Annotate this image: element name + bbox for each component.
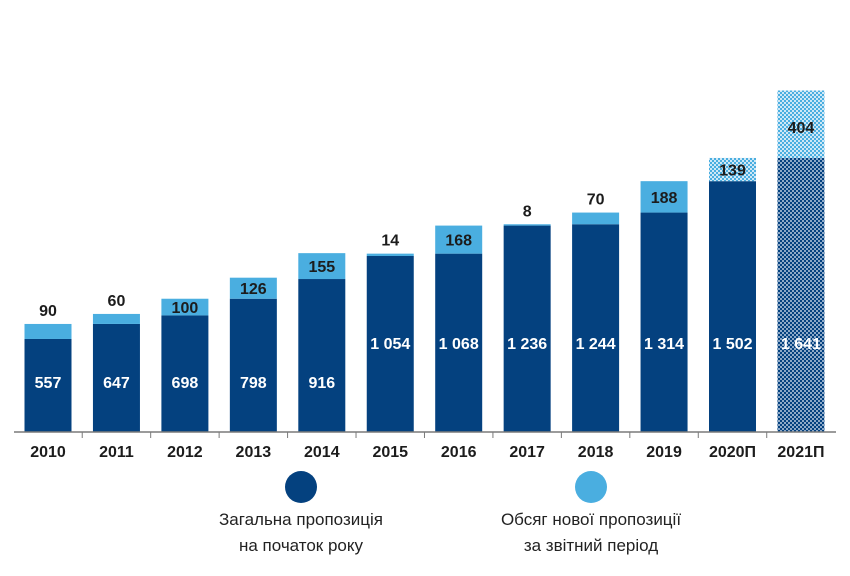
bar-added — [709, 157, 756, 182]
added-value-label: 100 — [172, 300, 199, 317]
legend-added-label-line2: за звітний період — [524, 536, 658, 555]
x-tick-label: 2014 — [304, 444, 340, 461]
bar-added — [503, 224, 551, 226]
legend-added-label-line1: Обсяг нової пропозиції — [501, 510, 681, 529]
added-value-label: 188 — [651, 190, 678, 207]
bar-added — [777, 90, 825, 158]
x-tick-label: 2015 — [372, 444, 408, 461]
added-value-label: 60 — [108, 293, 126, 310]
x-tick-label: 2019 — [646, 444, 682, 461]
bar-added — [298, 253, 346, 280]
bar-base — [777, 157, 825, 432]
legend: Загальна пропозиція на початок року Обся… — [219, 471, 681, 555]
added-value-label: 155 — [308, 259, 335, 276]
bar-added — [92, 313, 140, 324]
bar-base — [640, 212, 688, 432]
added-value-label: 90 — [39, 303, 57, 320]
bar-base — [298, 279, 346, 432]
legend-base-label-line2: на початок року — [239, 536, 364, 555]
data-labels: 557 90 647 60 698 100 798 126 916 155 1 054 14 1 068… — [35, 120, 821, 392]
added-value-label: 126 — [240, 281, 267, 298]
bar-added — [24, 323, 72, 339]
base-value-label: 1 314 — [644, 336, 684, 353]
added-value-label: 8 — [523, 203, 532, 220]
x-tick-label: 2021П — [777, 444, 824, 461]
bar-added — [435, 225, 483, 254]
bar-added — [161, 298, 209, 316]
bar-added — [229, 277, 277, 299]
bars-layer — [24, 90, 825, 432]
legend-added-marker — [575, 471, 607, 503]
base-value-label: 1 244 — [576, 336, 616, 353]
bar-added — [366, 253, 414, 256]
x-tick-label: 2020П — [709, 444, 756, 461]
x-tick-label: 2017 — [509, 444, 545, 461]
x-tick-label: 2016 — [441, 444, 477, 461]
base-value-label: 1 236 — [507, 336, 547, 353]
base-value-label: 798 — [240, 375, 267, 392]
bar-base — [366, 255, 414, 432]
bar-base — [503, 225, 551, 432]
x-tick-label: 2010 — [30, 444, 66, 461]
base-value-label: 1 068 — [439, 336, 479, 353]
added-value-label: 70 — [587, 192, 605, 209]
x-axis-ticks: 2010 2011 2012 2013 2014 2015 2016 2017 2018 2019… — [30, 432, 824, 461]
base-value-label: 647 — [103, 375, 130, 392]
bar-added — [572, 212, 620, 225]
base-value-label: 698 — [172, 375, 199, 392]
added-value-label: 14 — [381, 233, 399, 250]
bar-base — [709, 181, 756, 432]
bar-base — [435, 253, 483, 432]
bar-added — [640, 181, 688, 213]
bar-base — [24, 338, 72, 432]
bar-base — [229, 298, 277, 432]
added-value-label: 168 — [445, 233, 472, 250]
x-tick-label: 2011 — [99, 444, 134, 461]
legend-base-label-line1: Загальна пропозиція — [219, 510, 383, 529]
base-value-label: 1 641 — [781, 336, 821, 353]
x-tick-label: 2013 — [236, 444, 272, 461]
bar-base — [92, 323, 140, 432]
x-tick-label: 2012 — [167, 444, 203, 461]
bar-base — [161, 315, 209, 432]
base-value-label: 916 — [308, 375, 335, 392]
x-tick-label: 2018 — [578, 444, 614, 461]
legend-base-marker — [285, 471, 317, 503]
base-value-label: 557 — [35, 375, 62, 392]
base-value-label: 1 054 — [370, 336, 410, 353]
added-value-label: 404 — [788, 120, 815, 137]
bar-base — [572, 224, 620, 432]
base-value-label: 1 502 — [712, 336, 752, 353]
added-value-label: 139 — [719, 163, 746, 180]
